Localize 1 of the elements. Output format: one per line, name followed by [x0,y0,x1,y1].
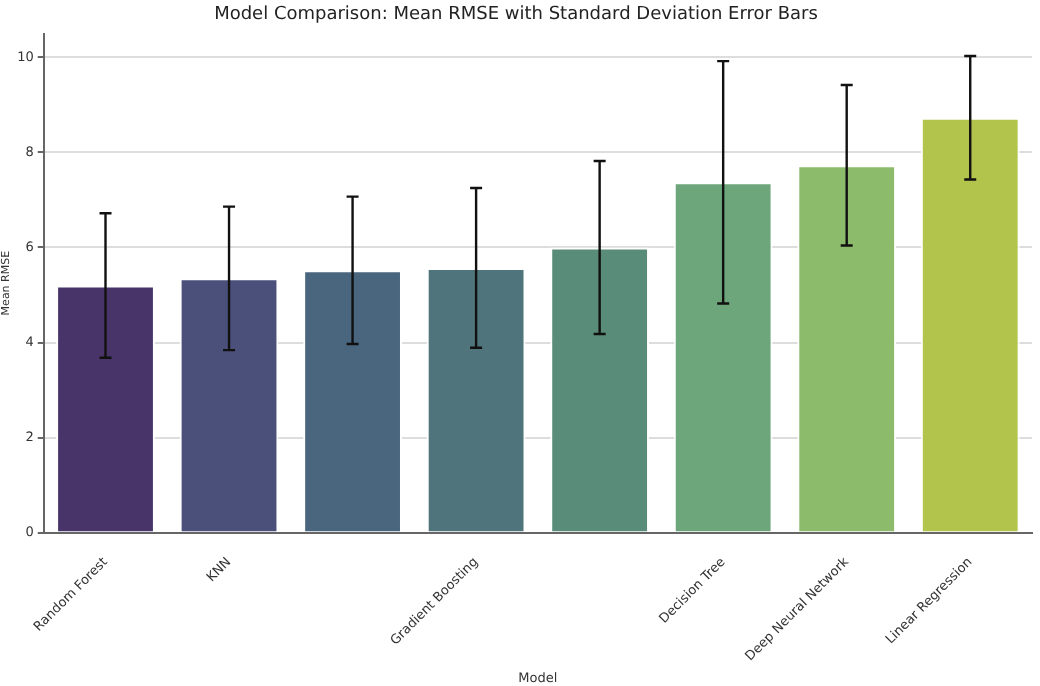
chart-title: Model Comparison: Mean RMSE with Standard Deviation Error Bars [214,5,819,26]
